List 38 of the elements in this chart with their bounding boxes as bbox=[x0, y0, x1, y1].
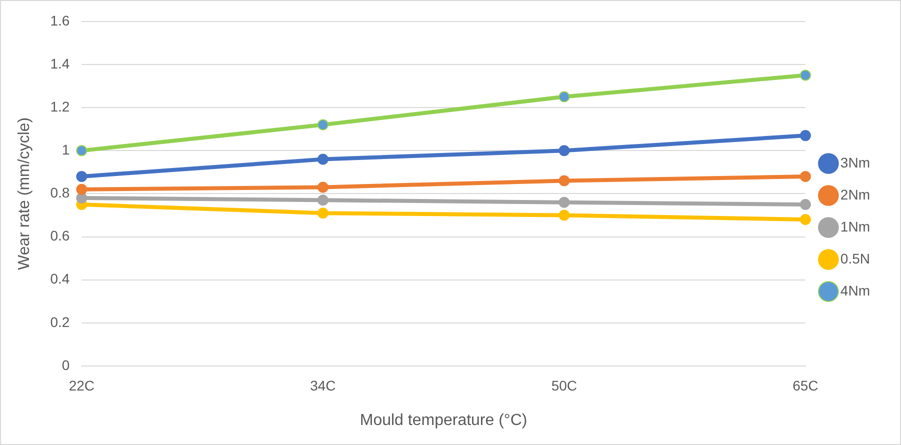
x-tick-label: 65C bbox=[792, 377, 818, 394]
point bbox=[317, 182, 328, 193]
x-tick-label: 34C bbox=[310, 377, 336, 394]
y-axis-title: Wear rate (mm/cycle) bbox=[16, 117, 34, 270]
y-tick-label: 0.2 bbox=[50, 314, 70, 330]
y-tick-label: 0.4 bbox=[50, 270, 70, 287]
point bbox=[800, 70, 811, 81]
point bbox=[800, 214, 811, 226]
y-tick-label: 1 bbox=[62, 141, 70, 158]
point bbox=[317, 119, 328, 130]
y-tick-label: 1.4 bbox=[50, 55, 70, 72]
x-axis-title: Mould temperature (°C) bbox=[360, 412, 528, 429]
legend-label: 4Nm bbox=[840, 282, 870, 298]
point bbox=[800, 170, 811, 182]
legend-label: 3Nm bbox=[840, 154, 870, 170]
legend-label: 2Nm bbox=[840, 186, 870, 202]
point bbox=[317, 194, 328, 206]
point bbox=[76, 184, 88, 195]
y-tick-label: 0 bbox=[62, 356, 70, 373]
point bbox=[558, 210, 570, 221]
point bbox=[800, 130, 811, 142]
point bbox=[76, 145, 88, 156]
y-tick-label: 0.8 bbox=[50, 184, 70, 201]
point bbox=[76, 170, 88, 182]
point bbox=[800, 198, 811, 210]
point bbox=[558, 175, 570, 186]
x-tick-label: 50C bbox=[551, 377, 578, 394]
point bbox=[317, 154, 328, 165]
point bbox=[317, 208, 328, 219]
y-tick-label: 1.6 bbox=[50, 12, 70, 28]
x-tick-label: 22C bbox=[68, 377, 95, 394]
point bbox=[558, 196, 570, 208]
legend-label: 0.5N bbox=[840, 250, 870, 266]
y-tick-label: 0.6 bbox=[50, 228, 70, 244]
legend-label: 1Nm bbox=[840, 218, 870, 234]
point bbox=[558, 91, 570, 102]
point bbox=[558, 145, 570, 156]
y-tick-label: 1.2 bbox=[50, 98, 70, 114]
